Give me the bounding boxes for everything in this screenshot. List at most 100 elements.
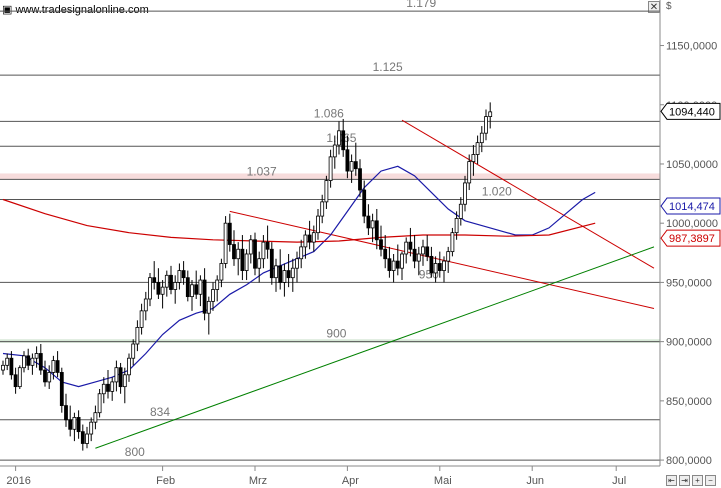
y-tick-label: 950,0000	[666, 277, 712, 289]
candle	[479, 126, 484, 153]
candle-body	[265, 241, 270, 250]
candle-body	[433, 263, 438, 274]
candle	[320, 194, 325, 224]
candle	[383, 235, 388, 269]
candle-body	[442, 260, 446, 271]
candle	[433, 256, 438, 283]
candle	[110, 377, 115, 401]
scroll-left-button[interactable]: ⇤	[666, 475, 677, 486]
candle	[425, 235, 430, 262]
candle-body	[118, 367, 123, 388]
candle-body	[97, 393, 102, 414]
candle-body	[316, 215, 320, 234]
candle	[190, 280, 194, 311]
candle	[198, 275, 203, 307]
candle	[274, 258, 278, 292]
candle-body	[143, 298, 148, 312]
trendline	[95, 246, 655, 449]
candle-body	[391, 260, 396, 271]
zoom-out-button[interactable]: −	[705, 475, 716, 486]
value-label-box	[660, 197, 721, 215]
candle	[160, 280, 165, 309]
candle	[68, 405, 73, 437]
candle-body	[114, 367, 119, 383]
candle-body	[387, 258, 392, 271]
chart-nav-bar: ⇤ ⇥ + −	[666, 475, 716, 486]
level-label: 1.020	[482, 185, 512, 199]
candle-body	[400, 253, 404, 269]
candle-body	[307, 234, 312, 243]
candle	[30, 353, 35, 375]
candle	[458, 197, 463, 226]
candle-body	[13, 374, 18, 388]
candle-body	[173, 282, 178, 290]
candle-body	[127, 357, 131, 376]
y-tick-label: 900,0000	[666, 337, 712, 349]
candle-body	[160, 286, 165, 295]
candle-body	[89, 421, 94, 435]
candle	[1, 360, 5, 375]
candle-body	[408, 241, 413, 250]
candle	[412, 235, 417, 269]
candle	[454, 211, 459, 240]
candle	[442, 256, 446, 283]
candle-body	[185, 277, 190, 298]
candle	[484, 109, 488, 141]
scroll-right-button[interactable]: ⇥	[679, 475, 690, 486]
candle	[253, 232, 257, 276]
candle	[370, 213, 375, 243]
candle	[164, 270, 169, 297]
candle-body	[337, 130, 341, 146]
x-tick-label: Apr	[342, 475, 359, 487]
zoom-in-button[interactable]: +	[692, 475, 703, 486]
candle-body	[437, 263, 442, 271]
level-labels: 1.1791.1251.0861.0651.0371.0209509008348…	[125, 0, 512, 459]
y-tick-label: 1050,0000	[666, 159, 718, 171]
candle-body	[232, 244, 236, 260]
candle	[299, 239, 304, 269]
candle	[446, 246, 451, 273]
candle	[404, 237, 409, 264]
candle	[475, 135, 480, 164]
candle	[101, 377, 106, 404]
candle	[345, 135, 350, 179]
y-tick-label: 800,0000	[666, 455, 712, 467]
value-labels: 1094,440 1014,474 987,3897	[660, 102, 721, 247]
candle	[332, 135, 337, 169]
candle	[261, 235, 266, 269]
candle-body	[164, 274, 169, 288]
candle	[169, 265, 173, 295]
candle	[185, 270, 190, 302]
value-label-text: 987,3897	[669, 233, 715, 245]
candle-body	[59, 372, 64, 406]
candle	[211, 282, 215, 311]
candle	[13, 367, 18, 394]
candle-body	[5, 357, 10, 366]
candle-body	[463, 182, 467, 205]
candle-body	[290, 267, 295, 279]
candle-body	[51, 360, 56, 373]
candle	[34, 346, 39, 368]
candle	[400, 251, 404, 281]
candle-body	[278, 265, 283, 283]
candle-body	[139, 310, 144, 328]
candle	[227, 213, 232, 252]
level-label: 900	[326, 327, 346, 341]
y-tick-label: 1000,0000	[666, 218, 718, 230]
highlight-zones	[0, 173, 660, 343]
candle-body	[253, 239, 257, 269]
candle	[278, 249, 283, 290]
candle	[467, 154, 472, 191]
candle	[223, 216, 228, 269]
candle-body	[383, 248, 388, 260]
candle	[43, 360, 47, 387]
candle	[286, 253, 291, 288]
candle-body	[479, 132, 484, 144]
candle-body	[215, 279, 220, 290]
candle-body	[484, 116, 488, 134]
candle-body	[9, 357, 14, 376]
candle-body	[206, 300, 211, 314]
candle	[5, 353, 10, 371]
candle	[215, 275, 220, 302]
